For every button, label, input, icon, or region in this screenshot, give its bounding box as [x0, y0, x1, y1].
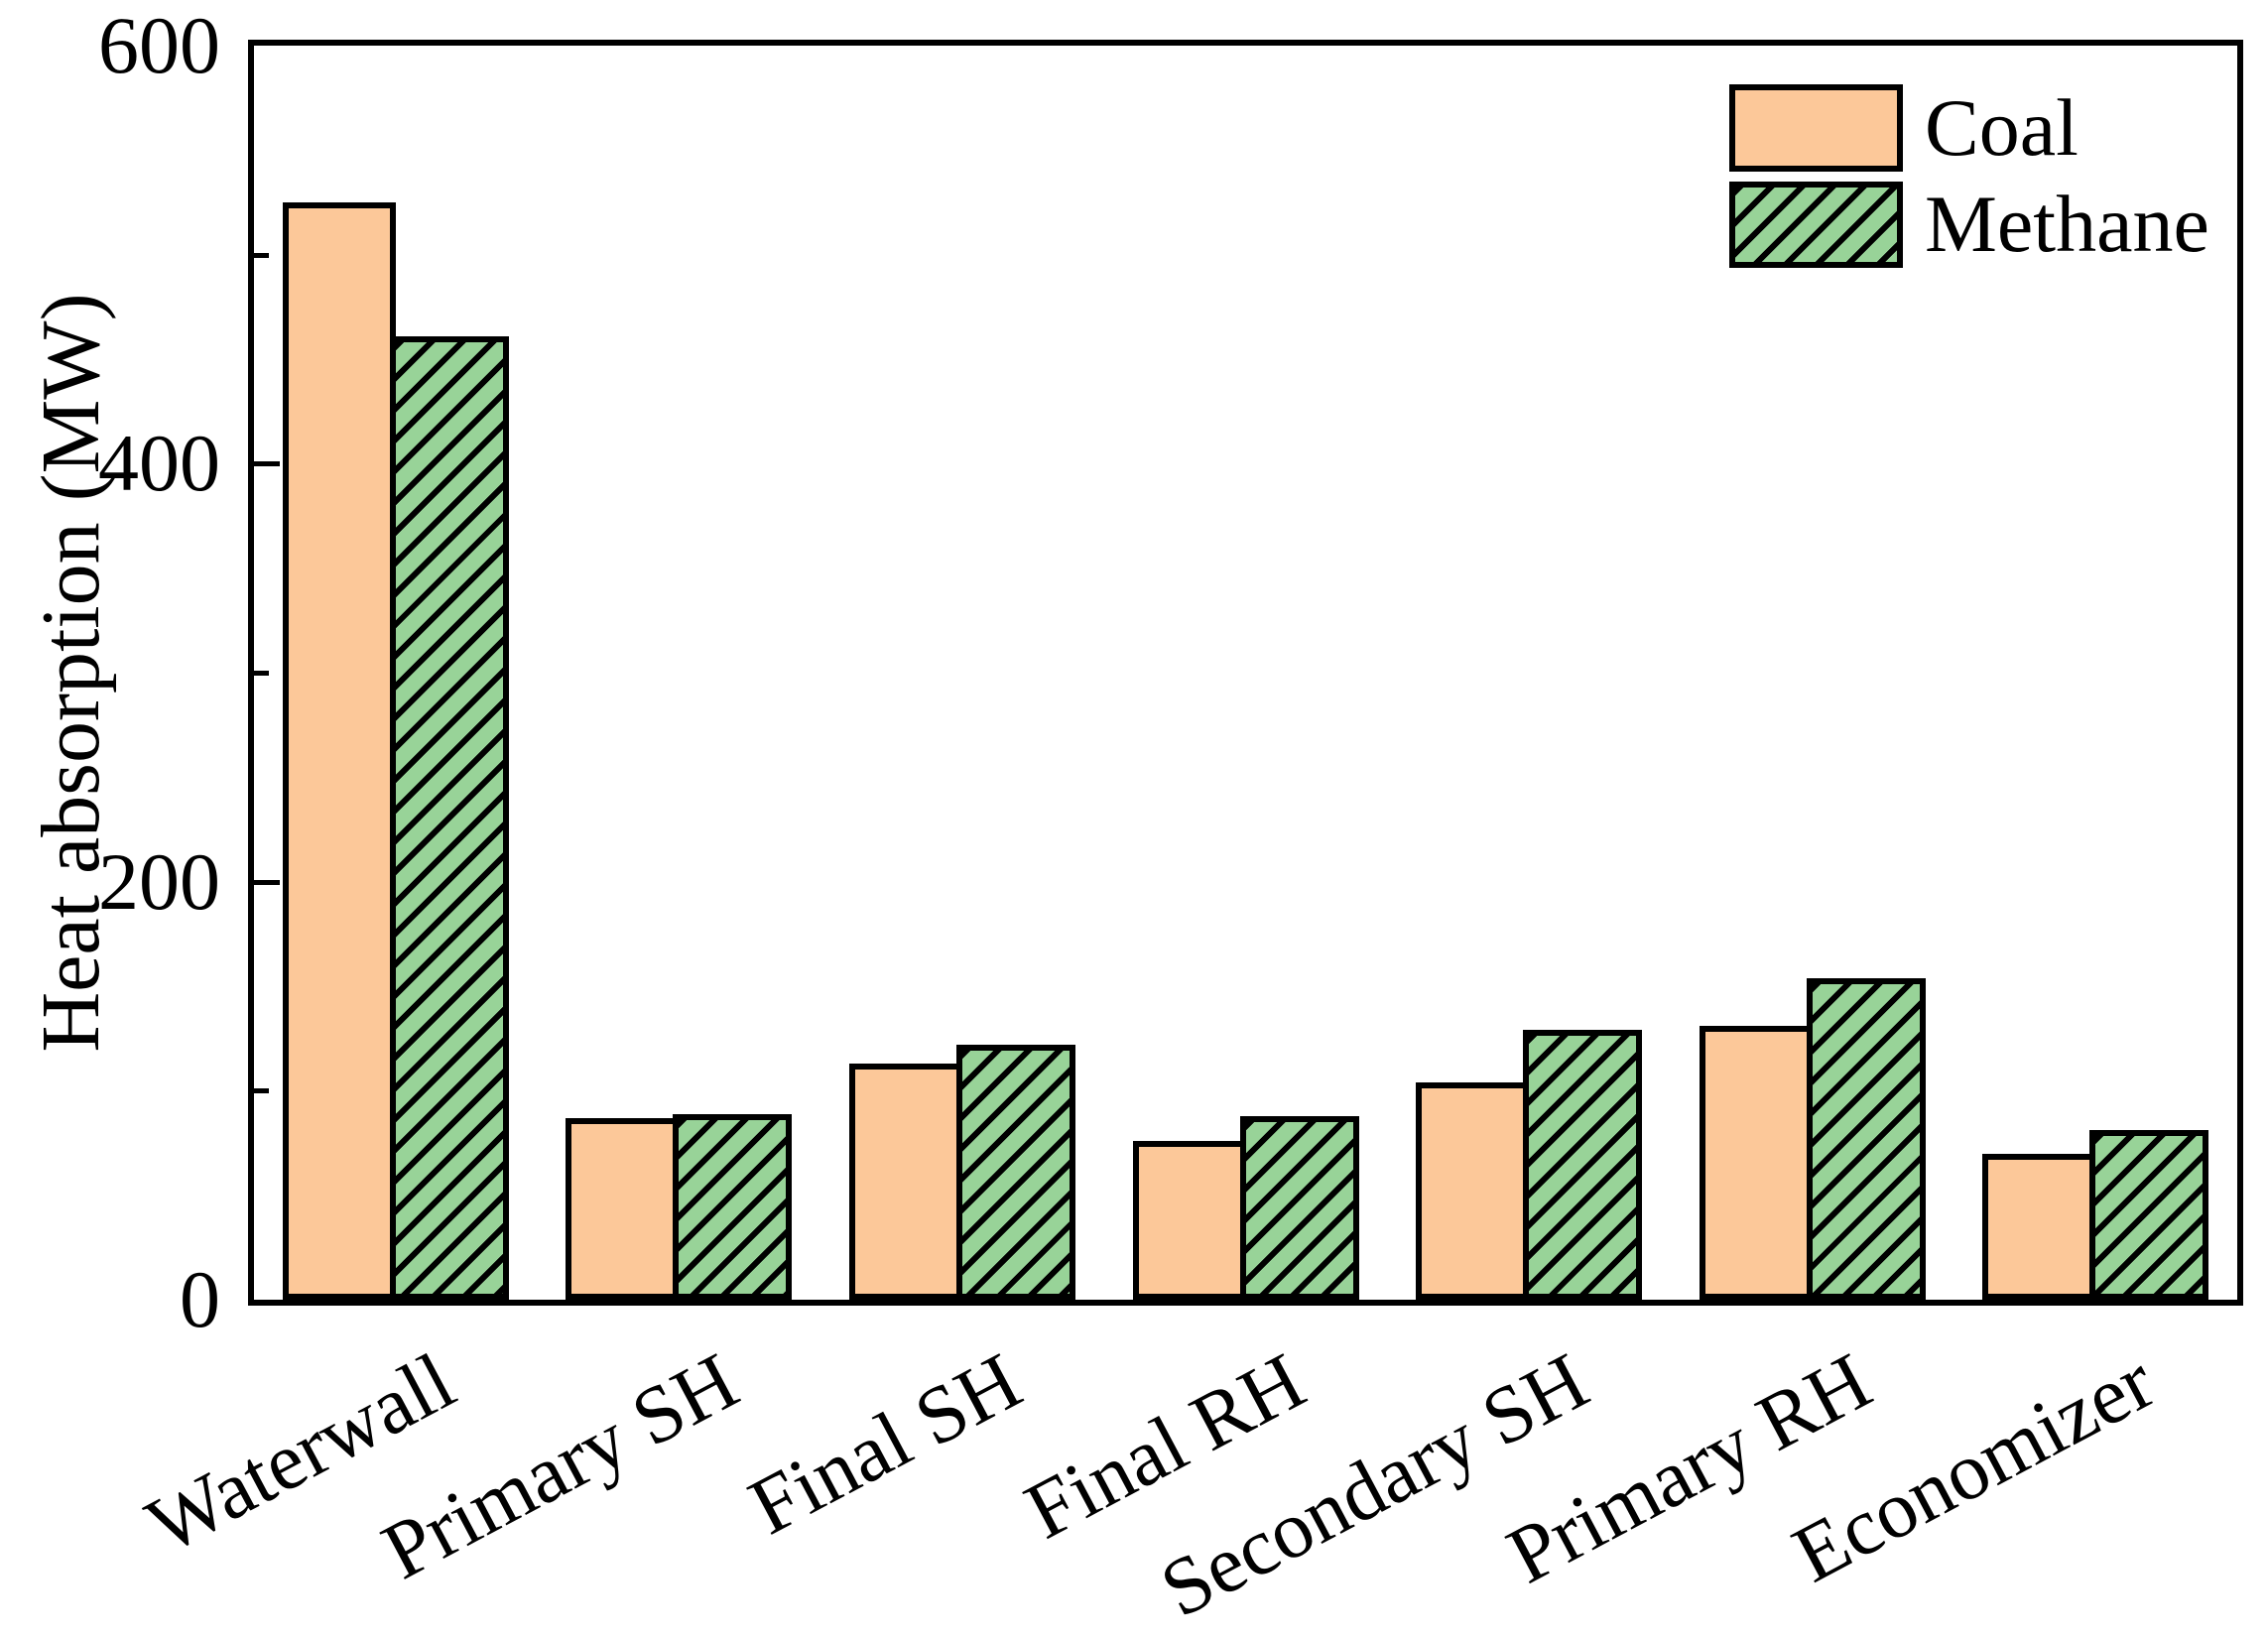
- x-tick-label-final-sh: Final SH: [734, 1334, 1036, 1553]
- plot-area: [248, 40, 2243, 1306]
- legend-label-coal: Coal: [1925, 82, 2079, 173]
- y-tick-label-600: 600: [98, 0, 220, 90]
- bar-methane-waterwall: [389, 336, 509, 1300]
- bar-methane-primary-sh: [673, 1114, 793, 1300]
- legend-swatch-methane: [1729, 182, 1903, 268]
- bar-coal-waterwall: [282, 202, 396, 1300]
- y-tick-label-200: 200: [98, 836, 220, 927]
- y-tick-300: [254, 671, 269, 676]
- bar-coal-final-sh: [848, 1064, 962, 1300]
- bar-coal-primary-rh: [1699, 1026, 1813, 1300]
- legend-label-methane: Methane: [1925, 179, 2209, 269]
- legend-swatch-coal: [1729, 84, 1903, 172]
- bar-methane-economizer: [2089, 1130, 2209, 1300]
- legend: Coal Methane: [1729, 84, 2265, 332]
- bar-coal-secondary-sh: [1416, 1082, 1530, 1300]
- bar-methane-final-sh: [955, 1045, 1075, 1300]
- y-tick-500: [254, 253, 269, 258]
- y-axis-title: Heat absorption (MW): [25, 293, 117, 1053]
- bars-layer: [254, 46, 2237, 1300]
- bar-coal-final-rh: [1132, 1141, 1246, 1300]
- y-tick-400: [254, 461, 280, 466]
- y-tick-200: [254, 880, 280, 885]
- bar-coal-primary-sh: [566, 1118, 680, 1300]
- bar-methane-final-rh: [1239, 1116, 1359, 1300]
- y-tick-100: [254, 1088, 269, 1093]
- y-tick-label-0: 0: [180, 1254, 220, 1344]
- y-tick-label-400: 400: [98, 418, 220, 508]
- bar-coal-economizer: [1982, 1154, 2096, 1300]
- bar-methane-secondary-sh: [1523, 1030, 1643, 1300]
- bar-methane-primary-rh: [1806, 978, 1926, 1300]
